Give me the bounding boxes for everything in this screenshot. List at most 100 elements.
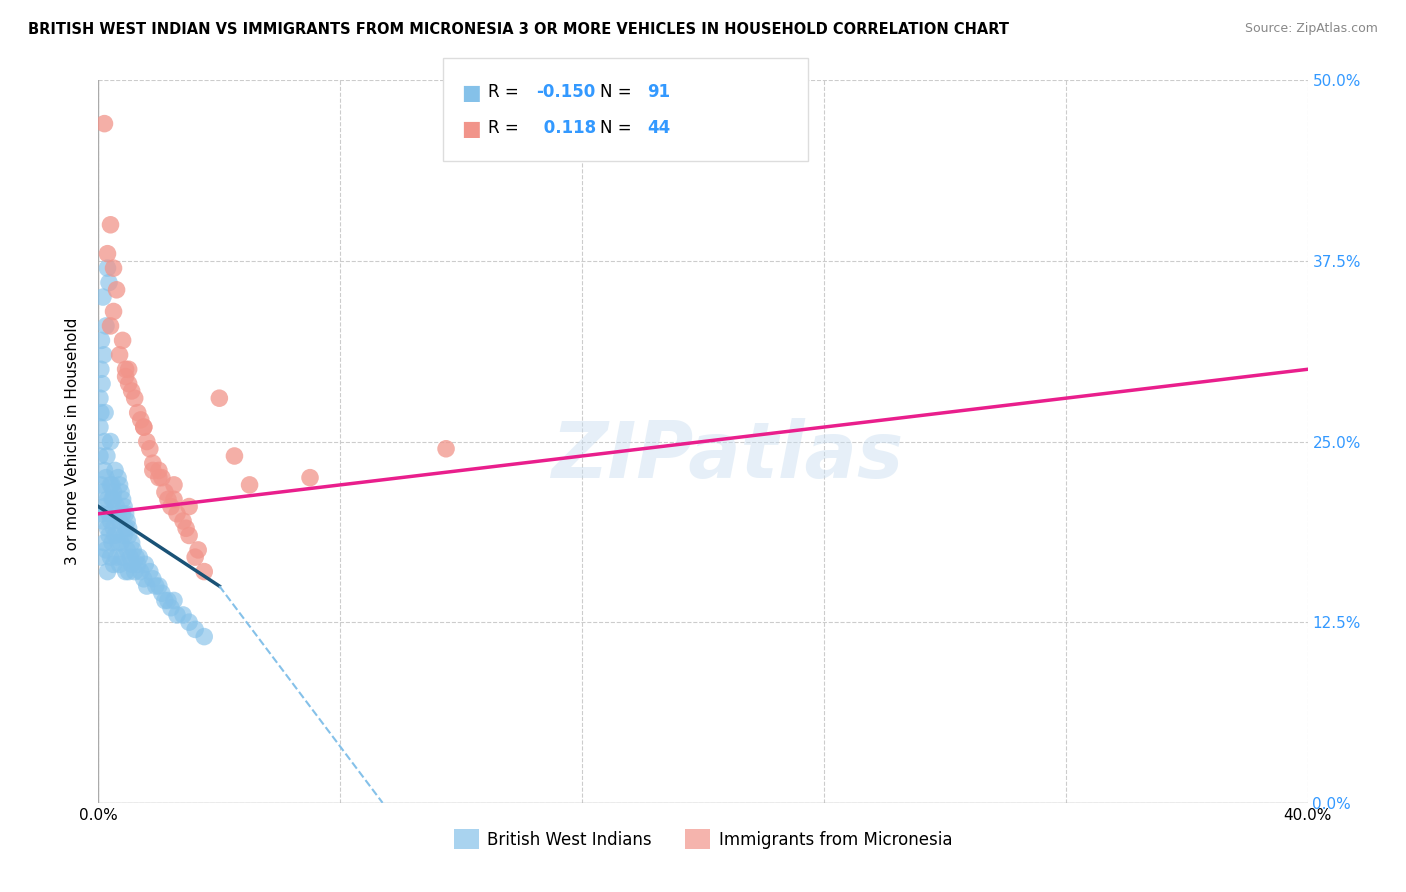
Point xyxy=(100,434,122,449)
Point xyxy=(90,362,112,376)
Point xyxy=(163,593,186,607)
Point xyxy=(90,334,112,348)
Point xyxy=(98,276,121,290)
Point xyxy=(124,565,146,579)
Point xyxy=(93,500,115,514)
Point xyxy=(96,492,118,507)
Point xyxy=(114,507,136,521)
Point xyxy=(112,500,135,514)
Point xyxy=(115,514,138,528)
Point xyxy=(94,318,117,333)
Point xyxy=(163,478,186,492)
Point xyxy=(93,535,115,549)
Point xyxy=(103,304,125,318)
Point xyxy=(100,514,122,528)
Point xyxy=(139,565,162,579)
Point xyxy=(107,471,129,485)
Text: ZIPatlas: ZIPatlas xyxy=(551,418,903,494)
Point xyxy=(179,528,201,542)
Point xyxy=(184,550,207,565)
Point xyxy=(148,579,170,593)
Point xyxy=(108,348,131,362)
Point xyxy=(166,607,188,622)
Point xyxy=(103,558,125,572)
Point xyxy=(93,117,115,131)
Point xyxy=(118,362,141,376)
Text: -0.150: -0.150 xyxy=(536,83,595,101)
Point xyxy=(174,521,197,535)
Point xyxy=(172,607,194,622)
Point xyxy=(160,600,183,615)
Point xyxy=(142,572,165,586)
Point xyxy=(118,521,141,535)
Point xyxy=(101,492,124,507)
Point xyxy=(90,406,112,420)
Point xyxy=(114,521,136,535)
Text: 44: 44 xyxy=(647,119,671,136)
Point xyxy=(96,565,118,579)
Point xyxy=(90,507,112,521)
Point xyxy=(111,550,134,565)
Point xyxy=(135,579,157,593)
Point xyxy=(101,535,124,549)
Point xyxy=(118,376,141,391)
Point xyxy=(142,463,165,477)
Point xyxy=(163,492,186,507)
Point xyxy=(145,579,167,593)
Point xyxy=(101,478,124,492)
Point xyxy=(132,420,155,434)
Point xyxy=(103,261,125,276)
Text: ■: ■ xyxy=(461,83,481,103)
Point xyxy=(139,442,162,456)
Point xyxy=(96,521,118,535)
Point xyxy=(120,550,142,565)
Point xyxy=(128,550,150,565)
Point xyxy=(104,463,127,477)
Point xyxy=(208,391,231,405)
Point xyxy=(134,558,156,572)
Point xyxy=(132,572,155,586)
Text: R =: R = xyxy=(488,119,524,136)
Point xyxy=(114,565,136,579)
Point xyxy=(150,471,173,485)
Point xyxy=(114,369,136,384)
Point xyxy=(100,318,122,333)
Text: BRITISH WEST INDIAN VS IMMIGRANTS FROM MICRONESIA 3 OR MORE VEHICLES IN HOUSEHOL: BRITISH WEST INDIAN VS IMMIGRANTS FROM M… xyxy=(28,22,1010,37)
Point xyxy=(434,442,457,456)
Point xyxy=(91,485,114,500)
Point xyxy=(118,565,141,579)
Point xyxy=(172,514,194,528)
Point xyxy=(184,623,207,637)
Point xyxy=(299,471,322,485)
Point xyxy=(100,218,122,232)
Text: 91: 91 xyxy=(647,83,669,101)
Point xyxy=(121,384,143,398)
Point xyxy=(103,485,125,500)
Point xyxy=(125,550,148,565)
Text: ■: ■ xyxy=(461,119,481,138)
Point xyxy=(93,348,115,362)
Point xyxy=(127,406,149,420)
Point xyxy=(121,558,143,572)
Point xyxy=(91,290,114,304)
Point xyxy=(103,492,125,507)
Point xyxy=(100,550,122,565)
Point xyxy=(124,391,146,405)
Point xyxy=(105,507,128,521)
Point xyxy=(156,593,179,607)
Point xyxy=(105,550,128,565)
Point xyxy=(110,535,132,549)
Point xyxy=(166,507,188,521)
Point xyxy=(129,413,152,427)
Point xyxy=(129,565,152,579)
Point xyxy=(127,558,149,572)
Point xyxy=(135,434,157,449)
Point xyxy=(108,478,131,492)
Point xyxy=(115,542,138,557)
Point xyxy=(89,449,111,463)
Point xyxy=(111,492,134,507)
Point xyxy=(111,507,134,521)
Point xyxy=(111,334,134,348)
Text: N =: N = xyxy=(600,83,637,101)
Point xyxy=(98,528,121,542)
